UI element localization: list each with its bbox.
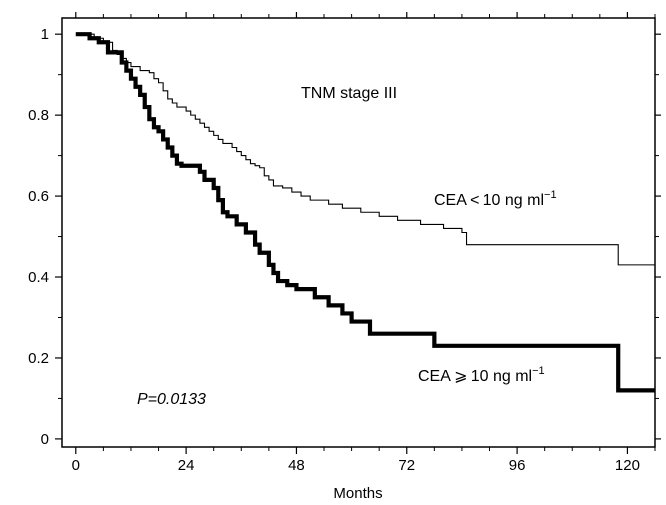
x-tick-label: 96 xyxy=(509,457,526,474)
ticks-layer: 0 24 48 72 96 120 0 0.2 0.4 0.6 0.8 1 xyxy=(28,12,661,474)
x-tick-label: 120 xyxy=(615,457,640,474)
legend-label-high: CEA ⩾ 10 ng ml−1 xyxy=(418,365,545,385)
plot-frame xyxy=(61,17,656,448)
legend-label-high-main: CEA ⩾ 10 ng ml xyxy=(418,368,532,385)
y-tick-label: 1 xyxy=(41,26,49,43)
annotation-stage: TNM stage III xyxy=(301,85,397,102)
y-tick-label: 0 xyxy=(41,431,49,448)
legend-label-low-sup: −1 xyxy=(544,189,557,201)
x-tick-label: 72 xyxy=(398,457,415,474)
km-curve-high xyxy=(75,32,655,393)
y-tick-label: 0.4 xyxy=(28,269,49,286)
x-tick-label: 24 xyxy=(178,457,195,474)
x-axis-title: Months xyxy=(333,485,382,502)
legend-label-high-sup: −1 xyxy=(532,365,545,377)
annotation-p-value: P=0.0133 xyxy=(137,391,206,408)
series-layer xyxy=(75,32,655,393)
y-tick-label: 0.8 xyxy=(28,107,49,124)
legend-label-low: CEA < 10 ng ml−1 xyxy=(434,189,557,209)
y-tick-label: 0.2 xyxy=(28,350,49,367)
legend-label-low-main: CEA < 10 ng ml xyxy=(434,192,544,209)
x-tick-label: 48 xyxy=(288,457,305,474)
y-tick-label: 0.6 xyxy=(28,188,49,205)
km-curve-low xyxy=(75,33,655,266)
x-tick-label: 0 xyxy=(72,457,80,474)
